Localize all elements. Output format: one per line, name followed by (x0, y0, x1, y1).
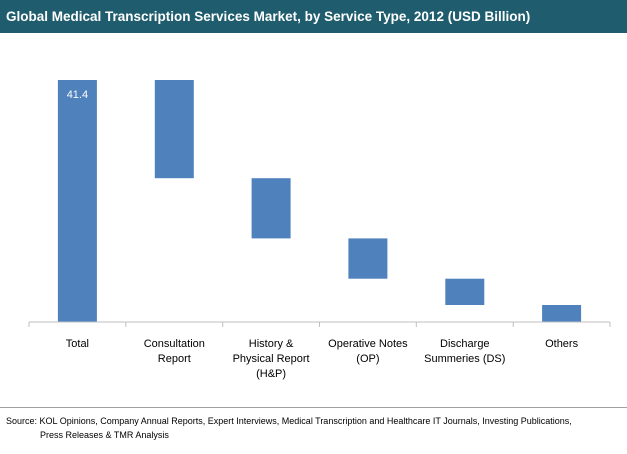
category-label-5: Others (545, 338, 579, 350)
bar-0 (57, 80, 97, 322)
bar-5 (542, 305, 582, 322)
bar-1 (154, 80, 194, 179)
source-line-2: Press Releases & TMR Analysis (40, 430, 169, 440)
bar-4 (445, 278, 485, 305)
category-label-2: History & Physical Report (H&P) (233, 338, 310, 380)
category-label-4: Discharge Summeries (DS) (424, 338, 505, 365)
data-labels-group: 41.4 (67, 89, 88, 101)
waterfall-chart: Total Consultation Report History & Physical… (28, 80, 611, 380)
bar-2 (251, 178, 291, 239)
category-label-1: Consultation Report (144, 338, 205, 365)
data-label-0: 41.4 (67, 89, 88, 101)
bar-3 (348, 238, 388, 279)
category-label-0: Total (66, 338, 89, 350)
tick-group (28, 322, 611, 327)
category-label-3: Operative Notes (OP) (328, 338, 408, 365)
chart-title: Global Medical Transcription Services Ma… (0, 0, 627, 33)
source-line-1: Source: KOL Opinions, Company Annual Rep… (6, 416, 572, 426)
category-labels-group: Total Consultation Report History & Physical… (66, 338, 579, 380)
source-note: Source: KOL Opinions, Company Annual Rep… (0, 407, 627, 454)
bars-group (57, 80, 582, 322)
